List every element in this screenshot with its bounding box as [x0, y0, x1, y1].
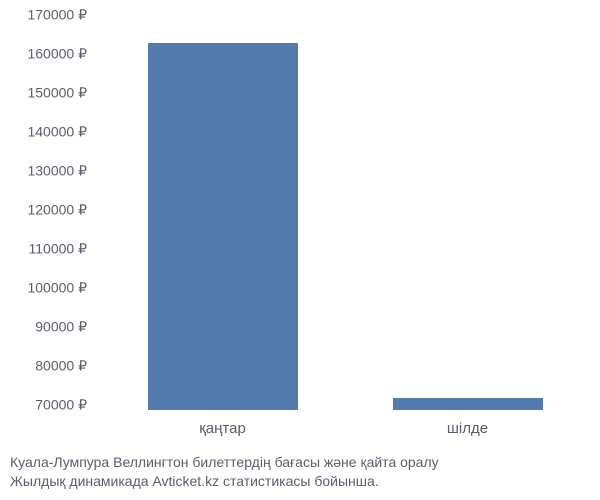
y-axis: 70000 ₽80000 ₽90000 ₽100000 ₽110000 ₽120…	[0, 15, 95, 410]
x-tick-label: шілде	[447, 420, 488, 437]
y-tick-label: 160000 ₽	[27, 46, 87, 63]
y-tick-label: 140000 ₽	[27, 124, 87, 141]
plot-area	[100, 20, 590, 410]
y-tick-label: 170000 ₽	[27, 7, 87, 24]
y-tick-label: 70000 ₽	[35, 397, 87, 414]
y-tick-label: 150000 ₽	[27, 85, 87, 102]
bar	[148, 43, 298, 410]
y-tick-label: 120000 ₽	[27, 202, 87, 219]
y-tick-label: 110000 ₽	[29, 241, 87, 258]
caption-line-2: Жылдық динамикада Avticket.kz статистика…	[10, 472, 439, 492]
bar	[393, 398, 543, 410]
y-tick-label: 80000 ₽	[35, 358, 87, 375]
x-axis-labels: қаңтар шілде	[100, 420, 590, 450]
y-tick-label: 130000 ₽	[27, 163, 87, 180]
caption-line-1: Куала-Лумпура Веллингтон билеттердің бағ…	[10, 453, 439, 473]
x-tick-label: қаңтар	[199, 420, 246, 437]
y-tick-label: 100000 ₽	[27, 280, 87, 297]
chart-caption: Куала-Лумпура Веллингтон билеттердің бағ…	[10, 453, 439, 492]
y-tick-label: 90000 ₽	[35, 319, 87, 336]
